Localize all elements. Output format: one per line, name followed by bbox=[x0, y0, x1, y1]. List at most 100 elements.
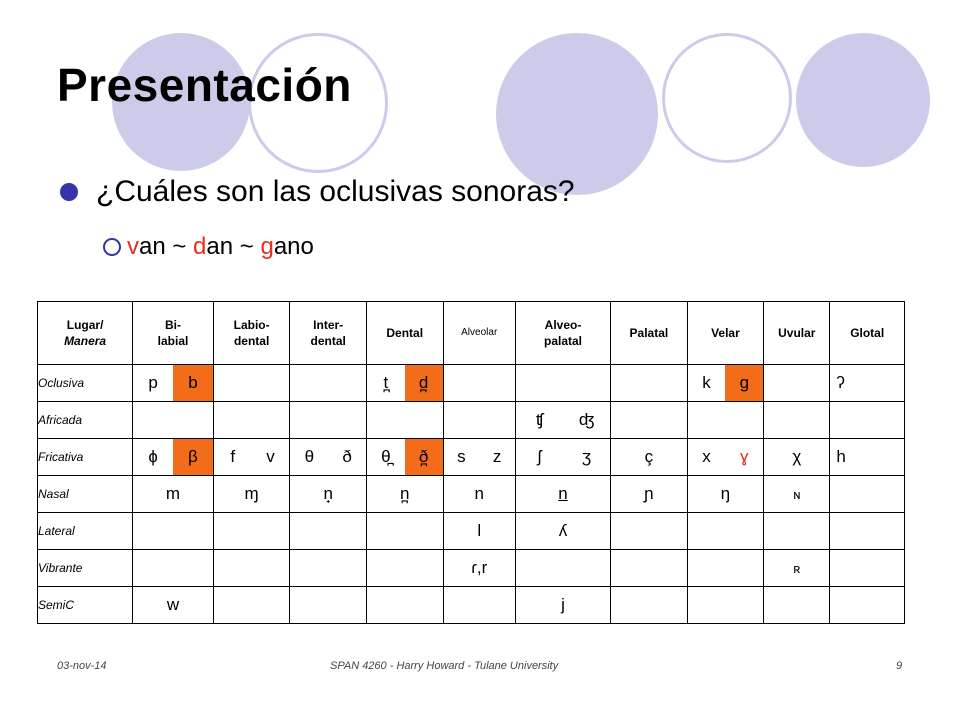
ipa-symbol: ʒ bbox=[581, 447, 592, 466]
cell-alveopalatal: n bbox=[514, 475, 612, 513]
cell-alveolar: s z bbox=[442, 438, 516, 476]
cell-velar bbox=[686, 512, 765, 550]
cell-palatal bbox=[610, 512, 688, 550]
cell-velar: x ɣ bbox=[686, 438, 765, 476]
bullet-dot-icon bbox=[60, 183, 78, 201]
cell-palatal bbox=[610, 364, 688, 402]
table-row: Oclusiva p b t̪ d̪ k g ʔ bbox=[36, 364, 905, 402]
highlight-letter: v bbox=[127, 233, 139, 260]
header-palatal: Palatal bbox=[610, 301, 688, 365]
highlight-letter: g bbox=[260, 233, 274, 260]
ipa-symbol-voiced-fricative: ɣ bbox=[740, 447, 749, 466]
ipa-symbol: ð bbox=[342, 447, 352, 466]
row-label-vibrante: Vibrante bbox=[36, 549, 134, 587]
cell-alveopalatal: ʧ ʤ bbox=[514, 401, 612, 439]
header-bilabial: Bi- labial bbox=[132, 301, 214, 365]
cell-labiodental: ɱ bbox=[212, 475, 291, 513]
cell-uvular bbox=[763, 364, 831, 402]
ipa-symbol: v bbox=[266, 447, 275, 466]
cell-interdental bbox=[289, 364, 367, 402]
ipa-symbol: ɲ bbox=[644, 484, 654, 503]
ipa-symbol: ʃ bbox=[537, 447, 542, 466]
slide-title: Presentación bbox=[57, 59, 352, 111]
cell-dental: t̪ d̪ bbox=[365, 364, 444, 402]
cell-alveopalatal: ʎ bbox=[514, 512, 612, 550]
row-label-nasal: Nasal bbox=[36, 475, 134, 513]
cell-alveolar: l bbox=[442, 512, 516, 550]
row-label-lateral: Lateral bbox=[36, 512, 134, 550]
cell-uvular bbox=[763, 586, 831, 624]
cell-alveopalatal: ʃ ʒ bbox=[514, 438, 612, 476]
table-row: Nasal m ɱ n̟ n̪ n n ɲ ŋ ɴ bbox=[36, 475, 905, 513]
ipa-symbol-voiced-fricative: β bbox=[173, 439, 213, 475]
cell-velar: ŋ bbox=[686, 475, 765, 513]
ipa-symbol: n̟ bbox=[323, 484, 333, 503]
highlight-letter: d bbox=[193, 233, 207, 260]
header-labiodental: Labio- dental bbox=[212, 301, 291, 365]
ipa-symbol-voiced-stop: b bbox=[173, 365, 213, 401]
table-row: Lateral l ʎ bbox=[36, 512, 905, 550]
header-interdental: Inter- dental bbox=[289, 301, 367, 365]
ipa-symbol-voiced-stop: d̪ bbox=[404, 365, 443, 401]
ipa-symbol: χ bbox=[792, 447, 802, 466]
cell-interdental: θ ð bbox=[289, 438, 367, 476]
ipa-symbol: ɾ,r bbox=[471, 558, 488, 577]
cell-velar bbox=[686, 549, 765, 587]
ipa-symbol: ŋ bbox=[720, 484, 731, 503]
cell-dental: n̪ bbox=[365, 475, 444, 513]
cell-alveolar: n bbox=[442, 475, 516, 513]
cell-interdental bbox=[289, 401, 367, 439]
row-label-fricativa: Fricativa bbox=[36, 438, 134, 476]
cell-palatal: ç bbox=[610, 438, 688, 476]
table-row: Africada ʧ ʤ bbox=[36, 401, 905, 439]
ipa-symbol: ʧ bbox=[535, 410, 544, 429]
cell-interdental: n̟ bbox=[289, 475, 367, 513]
cell-palatal bbox=[610, 586, 688, 624]
ipa-symbol: θ bbox=[304, 447, 315, 466]
cell-velar bbox=[686, 401, 765, 439]
cell-glotal: h bbox=[829, 438, 905, 476]
decor-circle-4 bbox=[662, 33, 792, 163]
ipa-symbol: ʎ bbox=[558, 521, 568, 540]
decor-circle-2 bbox=[248, 33, 388, 173]
table-row: Vibrante ɾ,r ʀ bbox=[36, 549, 905, 587]
cell-dental: θ̪ ð̪ bbox=[365, 438, 444, 476]
cell-dental bbox=[365, 549, 444, 587]
ipa-symbol: w bbox=[166, 595, 180, 614]
ipa-symbol: m bbox=[165, 484, 181, 503]
cell-dental bbox=[365, 401, 444, 439]
cell-bilabial bbox=[132, 512, 214, 550]
cell-glotal bbox=[829, 512, 905, 550]
ipa-consonant-table: Lugar/ Manera Bi- labial Labio- dental I… bbox=[36, 301, 905, 624]
ipa-symbol: z bbox=[492, 447, 502, 466]
ipa-symbol: θ̪ bbox=[381, 447, 391, 466]
bullet2-segment: an ~ bbox=[206, 233, 261, 260]
bullet1-text: ¿Cuáles son las oclusivas sonoras? bbox=[96, 175, 575, 208]
cell-glotal bbox=[829, 475, 905, 513]
cell-bilabial: p b bbox=[132, 364, 214, 402]
bullet-level2: van ~ dan ~ gano bbox=[103, 233, 314, 261]
bullet-ring-icon bbox=[103, 238, 121, 256]
ipa-symbol: n bbox=[558, 484, 568, 503]
header-lugar: Lugar/ bbox=[66, 318, 104, 332]
cell-interdental bbox=[289, 512, 367, 550]
ipa-symbol: ɸ bbox=[148, 447, 158, 466]
footer-page-number: 9 bbox=[896, 660, 903, 672]
ipa-symbol: k bbox=[702, 373, 711, 392]
cell-interdental bbox=[289, 549, 367, 587]
cell-palatal bbox=[610, 549, 688, 587]
header-corner: Lugar/ Manera bbox=[36, 301, 134, 365]
cell-palatal: ɲ bbox=[610, 475, 688, 513]
cell-labiodental bbox=[212, 364, 291, 402]
ipa-symbol: ʀ bbox=[793, 560, 801, 576]
cell-alveolar: ɾ,r bbox=[442, 549, 516, 587]
cell-labiodental: f v bbox=[212, 438, 291, 476]
decor-circle-1 bbox=[112, 33, 250, 171]
decor-circle-3 bbox=[496, 33, 658, 195]
ipa-symbol: h bbox=[836, 447, 846, 466]
cell-uvular: χ bbox=[763, 438, 831, 476]
ipa-symbol: s bbox=[457, 447, 466, 466]
bullet-level1: ¿Cuáles son las oclusivas sonoras? bbox=[60, 175, 575, 209]
ipa-symbol: ɱ bbox=[244, 484, 259, 503]
cell-uvular: ɴ bbox=[763, 475, 831, 513]
